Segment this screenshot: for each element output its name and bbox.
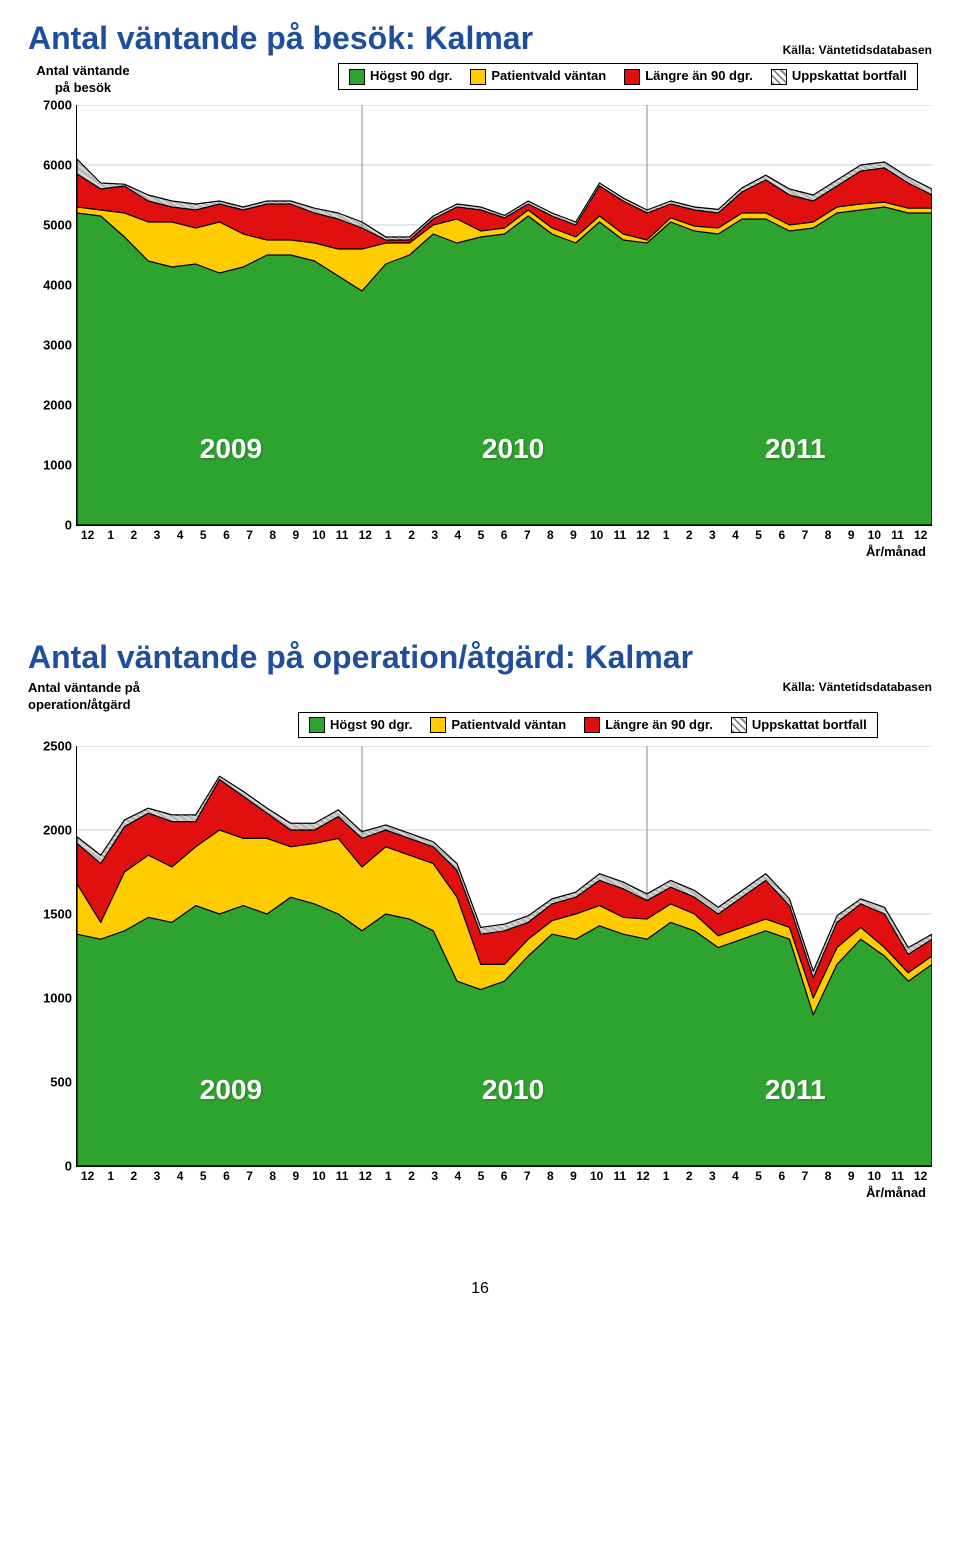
chart-besok: Antal väntande på besök: Kalmar Källa: V…	[28, 20, 932, 559]
legend-item: Högst 90 dgr.	[309, 717, 412, 734]
chart1-xaxis-title: År/månad	[28, 544, 926, 559]
chart2-x-labels: 1212345678910111212345678910111212345678…	[76, 1169, 932, 1183]
legend-item: Patientvald väntan	[430, 717, 566, 734]
chart2-svg	[77, 746, 932, 1166]
chart2-ylabel: Antal väntande på operation/åtgärd	[28, 680, 178, 714]
chart1-y-labels: 01000200030004000500060007000	[28, 105, 76, 525]
legend-item: Längre än 90 dgr.	[624, 68, 753, 85]
legend-item: Uppskattat bortfall	[771, 68, 907, 85]
legend-item: Uppskattat bortfall	[731, 717, 867, 734]
chart1-source: Källa: Väntetidsdatabasen	[783, 43, 932, 57]
chart1-plot: 200920102011	[76, 105, 932, 526]
legend-item: Högst 90 dgr.	[349, 68, 452, 85]
chart1-svg	[77, 105, 932, 525]
chart1-x-labels: 1212345678910111212345678910111212345678…	[76, 528, 932, 542]
chart2-title: Antal väntande på operation/åtgärd: Kalm…	[28, 639, 932, 676]
legend-item: Längre än 90 dgr.	[584, 717, 713, 734]
legend-item: Patientvald väntan	[470, 68, 606, 85]
chart2-y-labels: 05001000150020002500	[28, 746, 76, 1166]
chart1-legend: Högst 90 dgr. Patientvald väntan Längre än…	[338, 63, 918, 90]
page-number: 16	[28, 1280, 932, 1298]
chart1-ylabel: Antal väntande på besök	[28, 63, 138, 97]
chart2-plot: 200920102011	[76, 746, 932, 1167]
chart2-xaxis-title: År/månad	[28, 1185, 926, 1200]
chart-operation: Antal väntande på operation/åtgärd: Kalm…	[28, 639, 932, 1200]
chart2-legend: Högst 90 dgr. Patientvald väntan Längre än…	[298, 712, 878, 739]
chart1-title: Antal väntande på besök: Kalmar	[28, 20, 533, 57]
chart2-source: Källa: Väntetidsdatabasen	[783, 680, 932, 694]
